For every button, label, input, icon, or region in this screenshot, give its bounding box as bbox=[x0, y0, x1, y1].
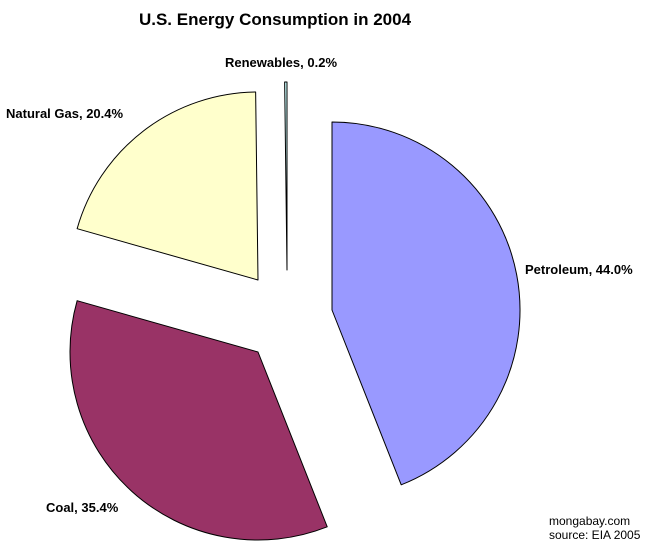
slice-label-coal: Coal, 35.4% bbox=[46, 500, 119, 515]
pie-slice-petroleum bbox=[331, 121, 521, 486]
site-credit: mongabay.com bbox=[549, 514, 631, 528]
slice-label-natural-gas: Natural Gas, 20.4% bbox=[6, 106, 123, 121]
pie-slice-natural-gas bbox=[76, 91, 259, 281]
slice-label-renewables: Renewables, 0.2% bbox=[225, 55, 337, 70]
chart-title: U.S. Energy Consumption in 2004 bbox=[139, 10, 412, 29]
slice-label-petroleum: Petroleum, 44.0% bbox=[525, 262, 633, 277]
source-credit: source: EIA 2005 bbox=[549, 528, 641, 542]
pie-slice-coal bbox=[69, 300, 328, 541]
pie-slice-renewables bbox=[284, 81, 288, 271]
